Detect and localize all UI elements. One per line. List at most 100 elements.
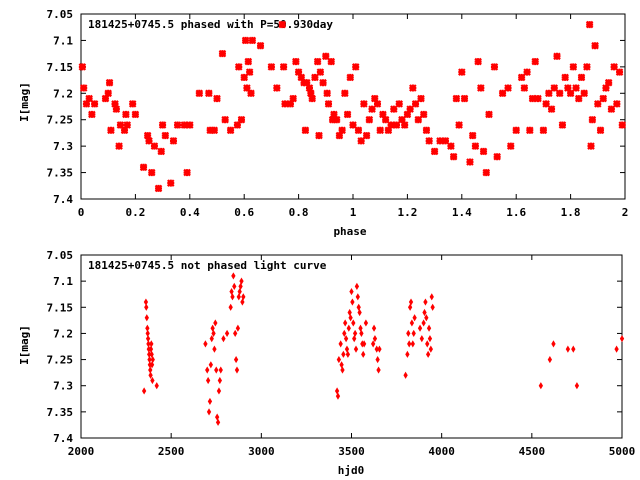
bottom-chart-data-point [427,335,433,343]
top-chart-data-point [301,126,310,135]
bottom-chart-data-point [217,376,223,385]
bottom-chart-ytick-label: 7.2 [53,327,73,340]
top-chart-data-point [316,68,325,76]
bottom-chart-data-point [230,293,235,301]
bottom-chart-data-point [412,314,417,322]
top-chart-data-point [398,115,406,124]
top-chart-data-point [302,78,311,87]
top-chart-data-point [143,131,152,140]
top-chart-xtick-label: 1.4 [452,206,472,219]
top-chart-xtick-label: 1.2 [397,206,417,219]
top-chart-data-point [307,89,315,98]
bottom-chart-xtick-label: 2500 [158,445,185,458]
top-chart-data-point [596,126,605,135]
top-chart-data-point [111,100,119,108]
bottom-chart-data-point [352,335,357,343]
top-chart-data-point [234,63,243,71]
bottom-chart-data-point [574,382,580,390]
top-chart-data-point [273,84,281,92]
top-chart-data-point [531,57,540,66]
top-chart-data-point [131,110,140,119]
top-chart-data-point [357,137,365,145]
top-chart-data-point [267,63,276,71]
top-chart-data-point [247,89,255,98]
bottom-chart-data-point [422,308,427,317]
bottom-chart-data-point [346,324,351,332]
top-chart-data-point [289,94,297,103]
top-chart-data-point [335,131,344,140]
bottom-chart-data-point [356,303,361,311]
top-chart-xtick-label: 0.2 [125,206,145,219]
top-chart-data-point [477,84,485,92]
top-chart-data-point [305,84,314,92]
top-chart-data-point [186,121,194,129]
top-chart-data-point [458,68,466,76]
top-chart-data-point [154,184,163,193]
bottom-chart-plot-frame [80,254,623,439]
bottom-chart-data-point [370,340,376,348]
bottom-chart-data-point [410,340,415,348]
top-chart-data-point [409,84,417,92]
bottom-chart-data-point [335,392,341,400]
top-chart-data-point [547,105,556,113]
top-chart-data-point [166,179,175,187]
top-chart-data-point [618,121,627,129]
top-chart-ytick-label: 7.3 [53,140,73,153]
bottom-chart-data-point [407,340,412,348]
top-chart-data-point [240,73,248,82]
top-chart-ytick-label: 7.2 [53,87,73,100]
top-chart-data-point [349,121,357,129]
top-chart-data-point [147,168,156,177]
top-chart-data-point [572,84,580,92]
bottom-chart-data-point [429,293,434,301]
top-chart-data-point [123,121,132,129]
top-chart-data-point [120,126,129,135]
bottom-chart-data-point [428,345,433,353]
bottom-chart-data-point [614,345,619,353]
top-chart-data-point [218,49,227,58]
bottom-chart-xtick-label: 4000 [428,445,455,458]
top-chart-data-point [221,115,229,124]
bottom-chart-data-point [377,345,382,353]
top-chart-xtick-label: 1.6 [506,206,526,219]
bottom-chart-data-point [344,345,350,353]
bottom-chart-data-point [425,340,430,348]
bottom-chart-data-point [206,408,212,416]
top-chart-data-point [400,121,409,129]
top-chart-data-point [498,89,507,98]
bottom-chart-data-point [205,376,211,385]
top-chart-data-point [297,73,306,82]
bottom-chart-data-point [149,340,154,348]
top-chart-data-point [243,84,251,92]
top-chart-data-point [213,94,221,103]
top-chart-data-point [292,57,300,66]
bottom-chart-ytick-label: 7.4 [53,432,73,445]
top-chart-data-point [313,57,322,66]
top-chart-data-point [577,73,586,82]
bottom-chart-data-point [207,397,213,405]
top-chart-data-point [169,137,178,145]
bottom-chart-data-point [236,293,241,301]
top-chart-data-point [107,126,115,135]
top-chart-data-point [403,110,412,119]
top-chart-data-point [591,41,599,50]
top-chart-xtick-label: 2 [622,206,629,219]
bottom-chart-data-point [232,282,237,290]
top-chart-data-point [490,63,499,71]
bottom-chart-data-point [150,376,155,385]
top-chart-data-point [328,115,337,124]
bottom-chart-data-point [233,329,238,338]
top-chart-data-point [542,100,550,108]
bottom-chart-xtick-label: 3000 [248,445,275,458]
bottom-chart-data-point [347,308,352,317]
top-chart-data-point [587,142,595,150]
top-chart-data-point [322,52,330,61]
bottom-chart-data-point [538,382,543,390]
top-chart-data-point [308,94,316,103]
bottom-chart-ytick-label: 7.3 [53,380,73,393]
top-chart-data-point [319,78,327,87]
top-chart-data-point [561,73,569,82]
top-chart-xtick-label: 1 [350,206,357,219]
bottom-chart-data-point [350,298,355,306]
top-chart-data-point [122,110,130,119]
